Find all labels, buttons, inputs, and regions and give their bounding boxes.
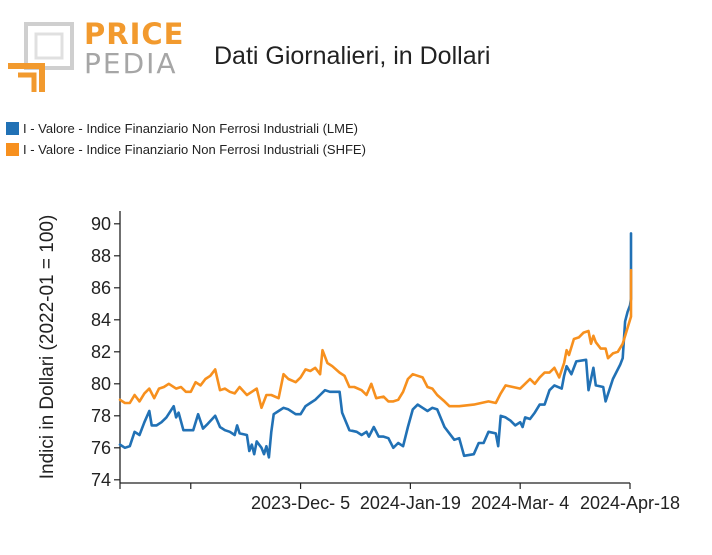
x-axis: 2023-Dec- 5 2024-Jan-19 2024-Mar- 4 2024-Ap… xyxy=(119,482,680,513)
legend-label-lme: I - Valore - Indice Finanziario Non Ferr… xyxy=(23,121,358,136)
y-tick-label: 86 xyxy=(91,278,111,298)
logo-mark xyxy=(8,22,74,92)
legend-item-shfe: I - Valore - Indice Finanziario Non Ferr… xyxy=(6,139,366,160)
y-tick-label: 74 xyxy=(91,470,111,490)
legend: I - Valore - Indice Finanziario Non Ferr… xyxy=(6,118,366,160)
logo-word-price: PRICE xyxy=(84,17,185,51)
x-tick-label: 2023-Dec- 5 xyxy=(251,493,350,513)
chart-title: Dati Giornalieri, in Dollari xyxy=(214,42,491,70)
series-line-shfe xyxy=(118,268,633,410)
legend-item-lme: I - Valore - Indice Finanziario Non Ferr… xyxy=(6,118,366,139)
series-line-lme xyxy=(118,232,633,459)
y-tick-label: 90 xyxy=(91,214,111,234)
legend-swatch-shfe xyxy=(6,143,19,156)
logo-word-pedia: PEDIA xyxy=(84,47,178,80)
legend-label-shfe: I - Valore - Indice Finanziario Non Ferr… xyxy=(23,142,366,157)
x-tick-label: 2024-Mar- 4 xyxy=(471,493,569,513)
y-tick-label: 78 xyxy=(91,406,111,426)
y-axis: 74 76 78 80 82 84 86 88 90 xyxy=(91,211,121,490)
x-tick-label: 2024-Apr-18 xyxy=(580,493,680,513)
y-axis-label: Indici in Dollari (2022-01 = 100) xyxy=(37,215,58,480)
pricepedia-logo: PRICE PEDIA xyxy=(6,20,183,92)
y-tick-label: 84 xyxy=(91,310,111,330)
legend-swatch-lme xyxy=(6,122,19,135)
y-tick-label: 82 xyxy=(91,342,111,362)
y-tick-label: 88 xyxy=(91,246,111,266)
y-tick-label: 76 xyxy=(91,438,111,458)
y-tick-label: 80 xyxy=(91,374,111,394)
x-tick-label: 2024-Jan-19 xyxy=(360,493,461,513)
